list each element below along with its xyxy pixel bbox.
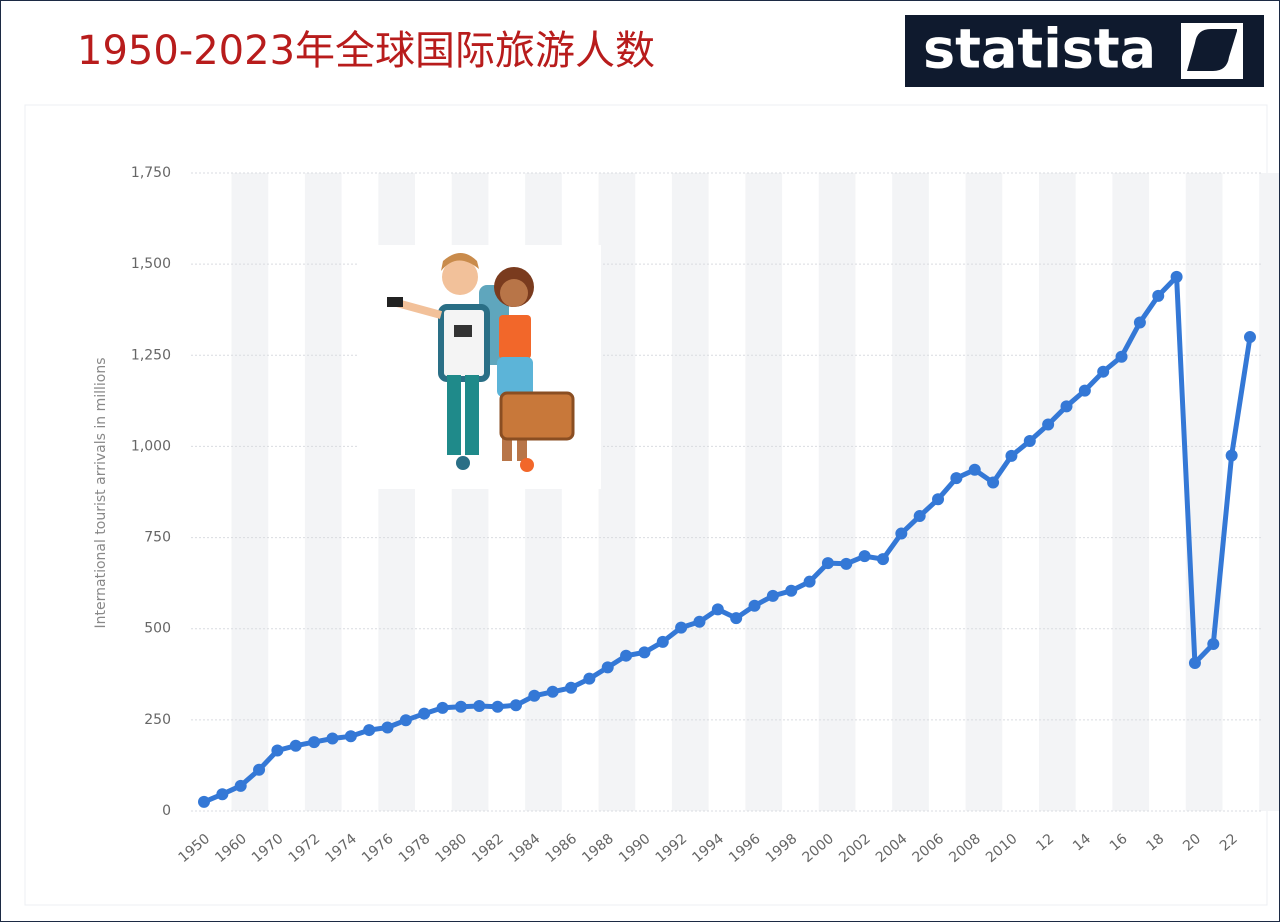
point (840, 557, 853, 570)
point (785, 584, 798, 597)
stripe (965, 173, 1003, 811)
point (968, 463, 981, 476)
stripe (231, 173, 269, 811)
point (638, 646, 651, 659)
point (1170, 270, 1183, 283)
point (1023, 434, 1036, 447)
stripe (892, 173, 929, 811)
point (748, 599, 761, 612)
point (363, 724, 376, 737)
point (620, 649, 633, 662)
stripe (1112, 173, 1150, 811)
point (803, 575, 816, 588)
point (436, 701, 449, 714)
point (1152, 289, 1165, 302)
point (821, 557, 834, 570)
stripe (598, 173, 636, 811)
stripe (304, 173, 342, 811)
point (1097, 365, 1110, 378)
point (454, 700, 467, 713)
point (271, 744, 284, 757)
stripe (671, 173, 709, 811)
stripe (1259, 173, 1279, 811)
stripe (745, 173, 783, 811)
point (1225, 449, 1238, 462)
point (876, 553, 889, 566)
point (308, 736, 321, 749)
point (253, 763, 266, 776)
point (1133, 316, 1146, 329)
point (399, 714, 412, 727)
point (234, 779, 247, 792)
point (216, 788, 229, 801)
point (601, 661, 614, 674)
point (491, 700, 504, 713)
y-tick-label: 1,750 (131, 165, 171, 181)
point (711, 603, 724, 616)
point (950, 472, 963, 485)
y-tick-label: 750 (144, 530, 171, 546)
point (381, 721, 394, 734)
point (1188, 656, 1201, 669)
stripe (1038, 173, 1076, 811)
point (932, 493, 945, 506)
point (675, 621, 688, 634)
point (198, 795, 210, 808)
point (858, 550, 871, 563)
point (693, 615, 706, 628)
point (656, 635, 669, 648)
stripe (818, 173, 856, 811)
point (1005, 449, 1018, 462)
point (895, 527, 908, 540)
illustration (357, 245, 601, 489)
y-axis-label: International tourist arrivals in millio… (93, 358, 109, 629)
point (418, 707, 431, 720)
chart-title: 1950-2023年全球国际旅游人数 (77, 28, 655, 74)
y-tick-label: 500 (144, 621, 171, 637)
point (326, 732, 339, 745)
line (203, 274, 1253, 805)
point (546, 685, 559, 698)
y-tick-label: 1,250 (131, 347, 171, 363)
point (913, 510, 926, 523)
point (730, 612, 743, 625)
stripe (1185, 173, 1223, 811)
y-tick-label: 250 (144, 712, 171, 728)
point (583, 672, 596, 685)
point (1115, 350, 1128, 363)
logo-icon (1181, 23, 1243, 79)
point (473, 700, 486, 713)
point (1060, 400, 1073, 413)
point (987, 476, 1000, 489)
y-tick-label: 0 (162, 803, 171, 819)
logo: statista (923, 18, 1156, 81)
point (528, 689, 541, 702)
point (1207, 638, 1220, 651)
chart-panel (24, 104, 1268, 906)
point (1078, 384, 1091, 397)
y-tick-label: 1,000 (131, 438, 171, 454)
y-tick-label: 1,500 (131, 256, 171, 272)
point (289, 739, 302, 752)
point (344, 730, 357, 743)
point (1244, 331, 1256, 344)
point (565, 681, 578, 694)
point (766, 589, 779, 602)
point (509, 699, 522, 712)
point (1042, 418, 1055, 431)
